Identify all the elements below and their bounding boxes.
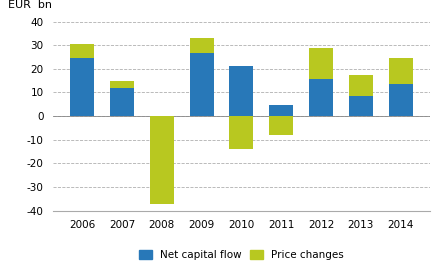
Bar bbox=[110, 81, 134, 88]
Bar bbox=[389, 58, 412, 84]
Bar bbox=[229, 66, 253, 116]
Bar bbox=[269, 106, 293, 116]
Bar bbox=[349, 75, 373, 96]
Bar bbox=[110, 88, 134, 116]
Bar bbox=[309, 48, 333, 79]
Text: EUR  bn: EUR bn bbox=[8, 0, 52, 10]
Bar bbox=[190, 38, 214, 53]
Bar bbox=[349, 96, 373, 116]
Bar bbox=[190, 53, 214, 116]
Bar bbox=[229, 116, 253, 149]
Bar bbox=[150, 116, 174, 204]
Bar bbox=[70, 58, 94, 116]
Legend: Net capital flow, Price changes: Net capital flow, Price changes bbox=[139, 250, 344, 260]
Bar bbox=[309, 79, 333, 116]
Bar bbox=[70, 44, 94, 58]
Bar bbox=[389, 84, 412, 116]
Bar bbox=[269, 116, 293, 135]
